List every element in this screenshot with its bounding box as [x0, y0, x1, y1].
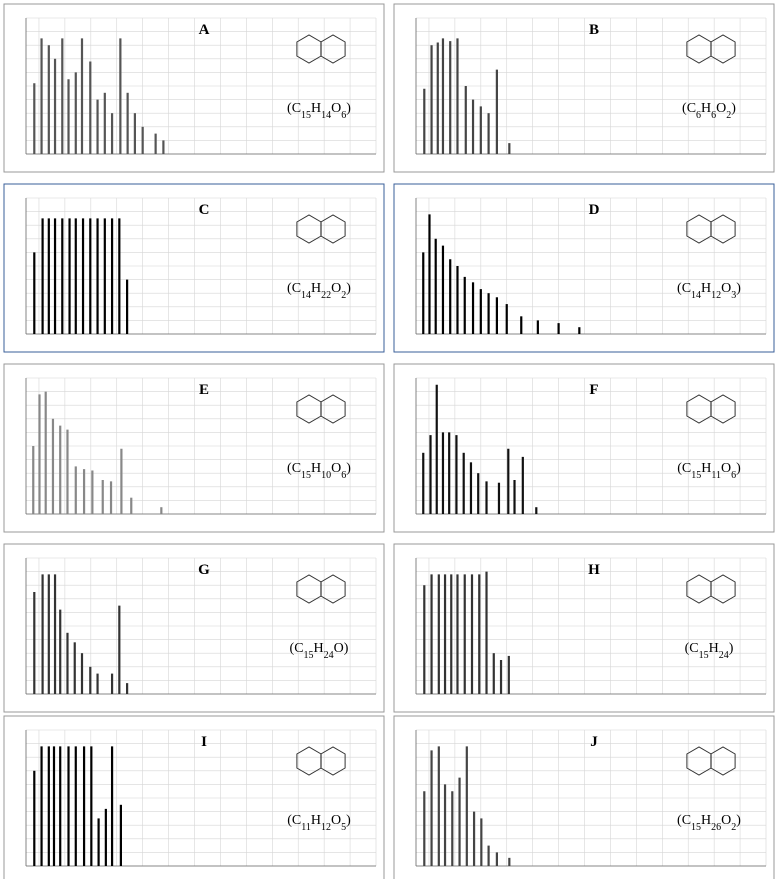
- structure-sketch: [296, 214, 346, 244]
- panel-letter: E: [199, 382, 209, 398]
- panel-letter: I: [201, 734, 207, 750]
- panel-letter: F: [589, 382, 598, 398]
- panel-letter: D: [589, 202, 600, 218]
- formula: (C15H14O6): [287, 101, 351, 121]
- panel-letter: B: [589, 22, 599, 38]
- spectrum-panel: D (C14H12O3): [393, 183, 775, 353]
- panel-letter: C: [199, 202, 210, 218]
- spectrum-panel: I (C11H12O5): [3, 715, 385, 879]
- panel-frame: [3, 183, 385, 353]
- panel-frame: [393, 715, 775, 879]
- spectrum-panel: B (C6H6O2): [393, 3, 775, 173]
- formula: (C14H12O3): [677, 281, 741, 301]
- spectrum-panel: E (C15H10O6): [3, 363, 385, 533]
- panel-letter: G: [198, 562, 210, 578]
- panel-frame: [393, 363, 775, 533]
- spectrum-panel: F (C15H11O6): [393, 363, 775, 533]
- structure-sketch: [686, 34, 736, 64]
- spectrum-panel: C (C14H22O2): [3, 183, 385, 353]
- structure-sketch: [296, 394, 346, 424]
- panel-frame: [3, 3, 385, 173]
- formula: (C6H6O2): [682, 101, 736, 121]
- structure-sketch: [686, 394, 736, 424]
- spectrum-panel: G (C15H24O): [3, 543, 385, 713]
- structure-sketch: [686, 214, 736, 244]
- structure-sketch: [296, 574, 346, 604]
- formula: (C15H11O6): [677, 461, 741, 481]
- spectrum-panel: J (C15H26O2): [393, 715, 775, 879]
- spectrum-panel: A (C15H14O6): [3, 3, 385, 173]
- structure-sketch: [686, 574, 736, 604]
- formula: (C14H22O2): [287, 281, 351, 301]
- structure-sketch: [686, 746, 736, 776]
- formula: (C15H26O2): [677, 813, 741, 833]
- panel-letter: A: [199, 22, 210, 38]
- panel-frame: [3, 715, 385, 879]
- panel-letter: J: [590, 734, 598, 750]
- panel-letter: H: [588, 562, 600, 578]
- formula: (C15H24): [685, 641, 734, 661]
- structure-sketch: [296, 34, 346, 64]
- formula: (C15H24O): [290, 641, 349, 661]
- formula: (C11H12O5): [287, 813, 351, 833]
- formula: (C15H10O6): [287, 461, 351, 481]
- structure-sketch: [296, 746, 346, 776]
- spectrum-panel: H (C15H24): [393, 543, 775, 713]
